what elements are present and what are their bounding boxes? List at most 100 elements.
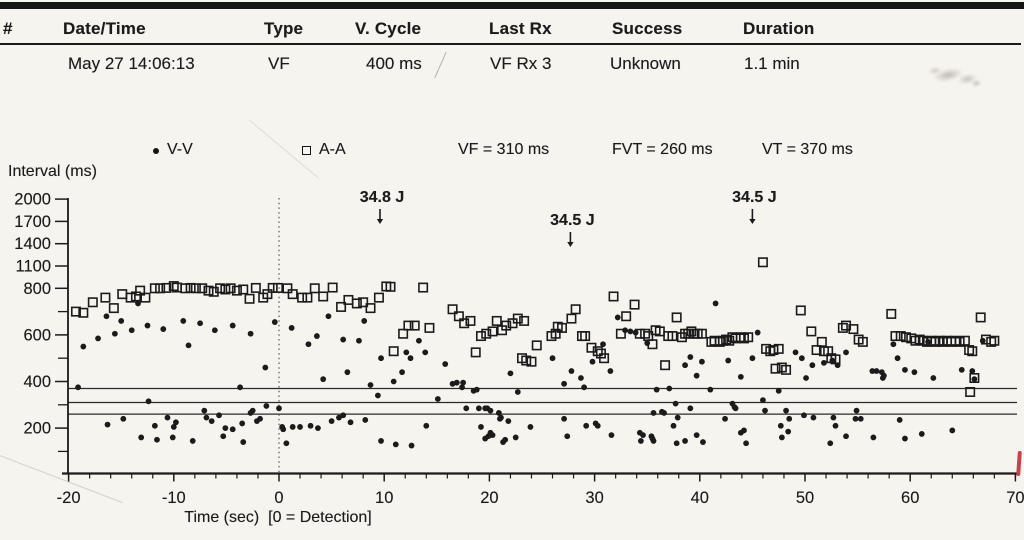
aa-data-point	[358, 297, 369, 308]
vv-data-point	[95, 335, 101, 342]
vv-data-point	[852, 415, 859, 422]
col-header-type: Type	[264, 19, 304, 38]
aa-data-point	[309, 283, 320, 294]
vv-data-point	[320, 376, 327, 383]
aa-data-point	[388, 346, 399, 357]
vv-data-point	[502, 436, 509, 443]
aa-data-point	[351, 298, 362, 309]
shock-arrowhead-icon	[567, 242, 574, 247]
vv-data-point	[257, 415, 263, 422]
cell-vcycle: 400 ms	[366, 54, 422, 73]
col-header-duration: Duration	[743, 19, 815, 38]
aa-data-point	[70, 306, 81, 317]
vv-data-point	[222, 425, 229, 431]
vv-data-point	[160, 326, 167, 332]
vv-data-point	[138, 434, 145, 441]
aa-data-point	[238, 284, 249, 295]
aa-data-point	[629, 299, 640, 310]
x-tick-label: 50	[796, 489, 814, 507]
vv-data-point	[741, 427, 747, 434]
aa-data-point	[225, 283, 236, 294]
aa-data-point	[231, 285, 242, 296]
y-tick-label: 800	[23, 280, 51, 298]
vv-data-point	[661, 410, 667, 416]
vv-data-point	[478, 424, 484, 430]
vv-data-point	[902, 366, 908, 373]
vv-data-point	[489, 432, 496, 438]
aa-data-point	[743, 332, 754, 343]
aa-data-point	[671, 312, 682, 323]
aa-data-point	[117, 289, 128, 300]
vv-data-point	[857, 415, 864, 422]
vv-data-point	[276, 405, 282, 412]
vv-data-point	[247, 330, 254, 337]
vv-data-point	[340, 336, 347, 343]
aa-data-point	[78, 307, 89, 318]
vv-data-point	[154, 436, 160, 443]
vv-data-point	[829, 357, 836, 364]
aa-data-point	[302, 292, 313, 303]
vv-data-point	[289, 424, 296, 430]
col-header-lastrx: Last Rx	[489, 19, 552, 38]
vv-data-point	[367, 382, 374, 388]
vv-data-point	[712, 300, 719, 307]
vv-data-point	[568, 368, 575, 374]
aa-data-point	[592, 346, 603, 357]
aa-data-point	[161, 282, 172, 293]
vv-data-point	[561, 380, 567, 387]
y-axis-title: Interval (ms)	[8, 163, 97, 180]
vv-data-point	[564, 433, 571, 440]
vv-data-point	[111, 330, 118, 337]
y-tick-label: 2000	[14, 191, 51, 209]
vv-data-point	[699, 358, 705, 365]
vv-data-point	[653, 386, 660, 393]
aa-data-point	[795, 305, 806, 316]
vv-data-point	[434, 396, 441, 402]
vv-data-point	[325, 313, 332, 320]
aa-data-point	[447, 304, 458, 315]
vv-data-point	[288, 325, 295, 331]
aa-data-point	[409, 320, 420, 331]
aa-data-point	[203, 285, 214, 296]
vv-data-point	[737, 373, 744, 380]
aa-data-point	[512, 313, 523, 324]
vv-data-point	[672, 400, 679, 407]
aa-data-point	[599, 353, 610, 364]
vv-data-point	[890, 341, 897, 348]
vv-legend-label: V-V	[167, 141, 193, 158]
aa-data-point	[683, 328, 694, 339]
vv-data-point	[666, 385, 673, 392]
aa-legend-label: A-A	[319, 141, 346, 158]
vv-data-point	[881, 372, 887, 379]
aa-data-point	[895, 331, 906, 342]
table-header-underline	[0, 43, 1021, 45]
aa-data-point	[526, 356, 537, 367]
vv-data-point	[583, 422, 590, 429]
vv-data-point	[810, 414, 817, 421]
aa-data-point	[373, 292, 384, 303]
vv-data-point	[378, 438, 384, 444]
vv-data-point	[760, 397, 766, 404]
vv-data-point	[644, 340, 651, 346]
aa-data-point	[640, 328, 651, 339]
vv-data-point	[722, 415, 728, 422]
aa-data-point	[811, 345, 822, 356]
vv-data-point	[622, 327, 629, 334]
aa-data-point	[667, 331, 678, 342]
aa-data-point	[220, 284, 231, 295]
aa-data-point	[816, 336, 827, 347]
vv-data-point	[118, 318, 125, 324]
cell-type: VF	[268, 54, 290, 73]
vv-data-point	[775, 387, 782, 394]
x-tick-label: -10	[162, 489, 186, 507]
x-tick-label: 70	[1006, 489, 1024, 507]
vv-data-point	[356, 337, 362, 344]
aa-data-point	[686, 326, 697, 337]
vv-data-point	[392, 441, 399, 448]
vv-data-point	[239, 420, 246, 427]
aa-data-point	[959, 335, 970, 346]
aa-data-point	[580, 331, 591, 342]
aa-data-point	[773, 343, 784, 354]
vv-data-point	[378, 355, 384, 362]
